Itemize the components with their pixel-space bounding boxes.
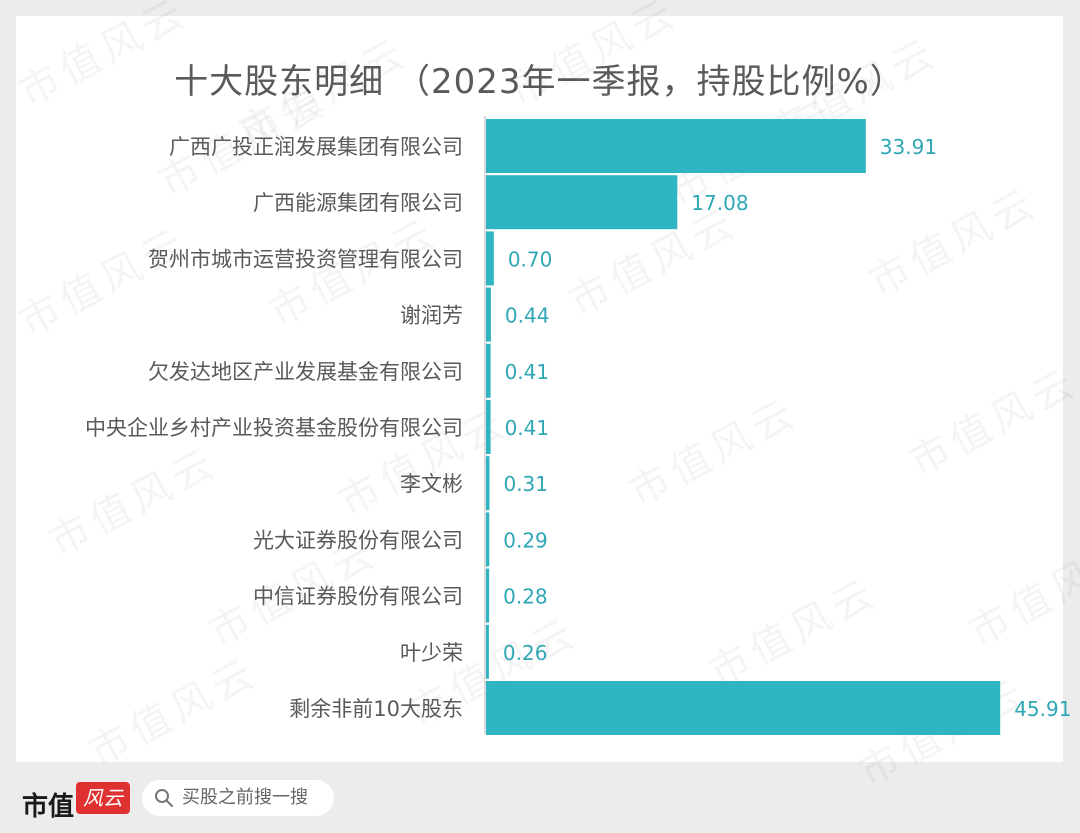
bar [486, 681, 1001, 735]
category-label: 中信证券股份有限公司 [253, 585, 463, 609]
data-label: 0.44 [505, 304, 550, 328]
category-label: 谢润芳 [400, 304, 463, 328]
category-label: 广西广投正润发展集团有限公司 [169, 135, 463, 159]
category-label: 广西能源集团有限公司 [253, 191, 463, 215]
category-label: 贺州市城市运营投资管理有限公司 [148, 247, 463, 271]
bar [486, 456, 490, 511]
bar [486, 231, 494, 286]
category-label: 李文彬 [400, 472, 463, 496]
category-label: 叶少荣 [400, 641, 463, 665]
search-label: 买股之前搜一搜 [182, 787, 308, 808]
search-box[interactable]: 买股之前搜一搜 [142, 780, 334, 816]
data-label: 0.29 [503, 528, 548, 552]
brand-seal-logo: 风云 [76, 782, 130, 814]
category-label: 剩余非前10大股东 [289, 697, 463, 721]
bar [486, 568, 490, 623]
data-label: 17.08 [691, 191, 748, 215]
footer-bar: 市值 风云 买股之前搜一搜 [0, 762, 1080, 833]
bar [486, 400, 491, 454]
data-label: 0.31 [503, 472, 548, 496]
bar [486, 287, 491, 342]
data-label: 0.41 [505, 416, 550, 440]
data-label: 45.91 [1014, 697, 1071, 721]
bar [486, 512, 490, 567]
data-label: 0.41 [505, 360, 550, 384]
brand-logo-text: 市值 [22, 792, 75, 822]
category-label: 中央企业乡村产业投资基金股份有限公司 [85, 416, 463, 440]
data-label: 0.70 [508, 247, 553, 271]
search-icon [155, 789, 173, 807]
bar [486, 175, 678, 230]
data-label: 0.28 [503, 585, 548, 609]
bar [486, 119, 866, 173]
category-label: 光大证券股份有限公司 [253, 528, 463, 552]
data-label: 0.26 [503, 641, 548, 665]
chart-title: 十大股东明细 （2023年一季报，持股比例%） [174, 62, 905, 102]
data-label: 33.91 [880, 135, 937, 159]
bar [486, 624, 489, 679]
category-label: 欠发达地区产业发展基金有限公司 [148, 360, 463, 384]
bar [486, 343, 491, 398]
